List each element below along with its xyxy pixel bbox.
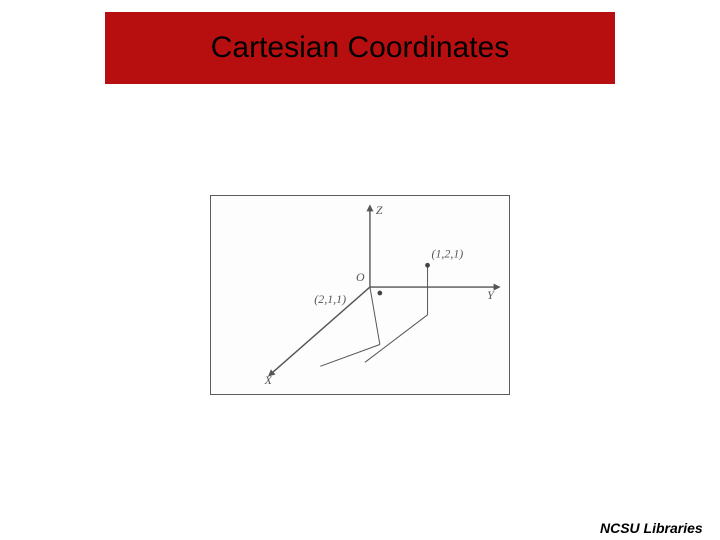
svg-text:Z: Z	[376, 203, 383, 217]
slide-title: Cartesian Coordinates	[211, 31, 510, 65]
footer-credit: NCSU Libraries	[600, 520, 703, 536]
svg-text:(2,1,1): (2,1,1)	[314, 292, 346, 306]
svg-text:O: O	[356, 270, 365, 284]
axes	[271, 208, 497, 374]
svg-text:(1,2,1): (1,2,1)	[432, 246, 464, 260]
figure-frame: Z Y X O (2,1,1) (1,2,1)	[210, 195, 510, 395]
svg-text:X: X	[264, 373, 273, 387]
points	[377, 263, 429, 295]
cartesian-diagram: Z Y X O (2,1,1) (1,2,1)	[211, 196, 509, 394]
title-bar: Cartesian Coordinates	[105, 12, 615, 84]
svg-text:Y: Y	[487, 288, 495, 302]
